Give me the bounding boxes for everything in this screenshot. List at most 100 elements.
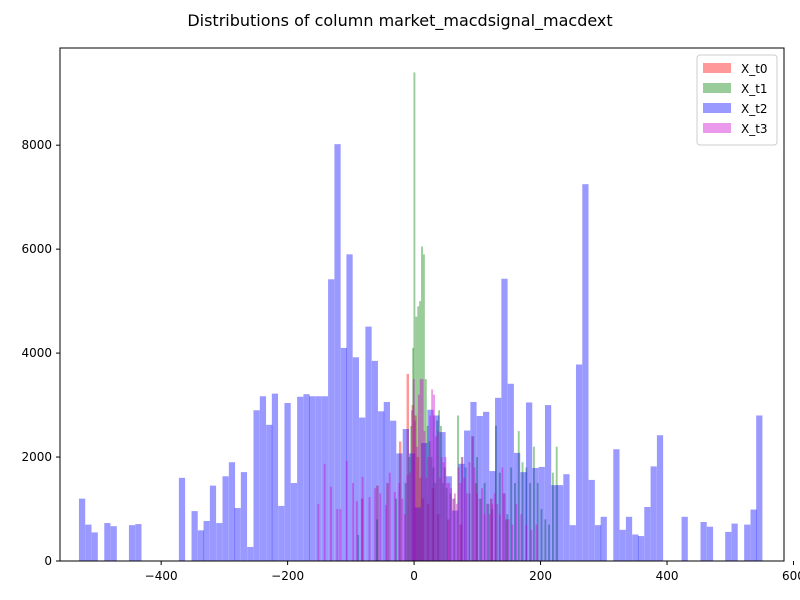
histogram-bar xyxy=(328,279,335,561)
histogram-bar xyxy=(209,485,217,561)
histogram-bar xyxy=(385,504,387,561)
histogram-bar xyxy=(423,431,426,561)
histogram-bar xyxy=(91,532,98,561)
histogram-bar xyxy=(135,524,142,561)
histogram-bar xyxy=(433,394,435,561)
histogram-bar xyxy=(393,491,396,561)
x-tick-label: 600 xyxy=(782,569,800,583)
histogram-bar xyxy=(317,503,320,561)
histogram-bar xyxy=(428,441,431,561)
histogram-bar xyxy=(555,446,558,561)
histogram-bar xyxy=(470,401,477,561)
histogram-bar xyxy=(465,493,468,561)
histogram-bar xyxy=(551,472,554,561)
histogram-bar xyxy=(478,498,481,561)
histogram-bar xyxy=(459,483,462,561)
y-tick-label: 6000 xyxy=(21,242,52,256)
histogram-bar xyxy=(471,436,473,561)
histogram-bar xyxy=(197,530,205,561)
x-tick-label: −400 xyxy=(145,569,178,583)
histogram-bar xyxy=(436,514,440,561)
histogram-bar xyxy=(457,467,460,561)
histogram-bar xyxy=(412,347,415,561)
histogram-bar xyxy=(315,396,322,561)
histogram-bar xyxy=(406,475,409,561)
legend-label: X_t2 xyxy=(741,102,768,116)
legend-label: X_t3 xyxy=(741,122,768,136)
histogram-bar xyxy=(481,488,484,561)
histogram-bar xyxy=(540,509,543,561)
histogram-bar xyxy=(452,510,459,561)
histogram-bar xyxy=(409,472,411,561)
histogram-bar xyxy=(507,383,514,561)
histogram-bar xyxy=(461,457,464,561)
histogram-bar xyxy=(445,476,452,561)
histogram-bar xyxy=(441,483,444,561)
histogram-bar xyxy=(430,457,433,561)
histogram-bar xyxy=(78,498,86,561)
legend-box xyxy=(696,54,778,146)
histogram-bar xyxy=(637,536,645,561)
histogram-bar xyxy=(501,278,508,561)
histogram-bar xyxy=(439,432,446,561)
histogram-bar xyxy=(427,457,430,561)
histogram-bar xyxy=(594,525,602,561)
histogram-bar xyxy=(445,488,448,561)
histogram-bar xyxy=(493,493,496,561)
histogram-bar xyxy=(410,425,413,561)
histogram-bar xyxy=(706,526,714,561)
histogram-bar xyxy=(468,462,471,561)
histogram-bar xyxy=(756,415,763,561)
histogram-bar xyxy=(520,472,527,561)
bars-layer xyxy=(78,72,763,562)
histogram-bar xyxy=(216,523,223,561)
histogram-bar xyxy=(487,503,490,561)
x-tick-label: 400 xyxy=(656,569,679,583)
histogram-bar xyxy=(468,493,471,561)
histogram-bar xyxy=(321,396,328,561)
histogram-bar xyxy=(486,503,489,561)
histogram-bar xyxy=(414,507,421,561)
histogram-bar xyxy=(452,498,454,561)
x-tick-label: −200 xyxy=(271,569,304,583)
series-x_t3 xyxy=(317,379,538,561)
histogram-bar xyxy=(588,479,595,561)
histogram-bar xyxy=(424,379,427,561)
histogram-bar xyxy=(496,503,499,561)
histogram-bar xyxy=(404,483,407,561)
histogram-bar xyxy=(453,493,456,561)
histogram-bar xyxy=(427,409,434,561)
histogram-bar xyxy=(476,493,478,561)
histogram-bar xyxy=(460,457,463,561)
histogram-bar xyxy=(532,467,539,561)
chart-title: Distributions of column market_macdsigna… xyxy=(187,11,612,31)
histogram-bar xyxy=(474,483,478,561)
histogram-bar xyxy=(575,364,583,561)
histogram-bar xyxy=(284,402,291,561)
histogram-bar xyxy=(110,526,117,561)
histogram-bar xyxy=(429,415,432,561)
histogram-bar xyxy=(409,453,416,561)
histogram-bar xyxy=(464,467,467,561)
histogram-bar xyxy=(438,410,441,561)
histogram-bar xyxy=(412,379,415,561)
histogram-bar xyxy=(419,301,422,561)
histogram-bar xyxy=(431,488,435,561)
histogram-bar xyxy=(434,436,437,561)
histogram-bar xyxy=(426,503,430,561)
legend-label: X_t1 xyxy=(741,82,768,96)
histogram-bar xyxy=(413,72,416,562)
histogram-bar xyxy=(334,144,341,561)
plot-frame xyxy=(59,47,785,562)
histogram-bar xyxy=(240,472,248,561)
histogram-bar xyxy=(419,477,422,561)
histogram-bar xyxy=(511,524,514,561)
histogram-bar xyxy=(455,503,458,561)
histogram-bar xyxy=(489,471,496,561)
histogram-bar xyxy=(374,488,377,561)
histogram-bar xyxy=(419,379,422,561)
histogram-bar xyxy=(203,520,210,561)
histogram-bar xyxy=(178,477,186,561)
histogram-bar xyxy=(535,524,538,561)
